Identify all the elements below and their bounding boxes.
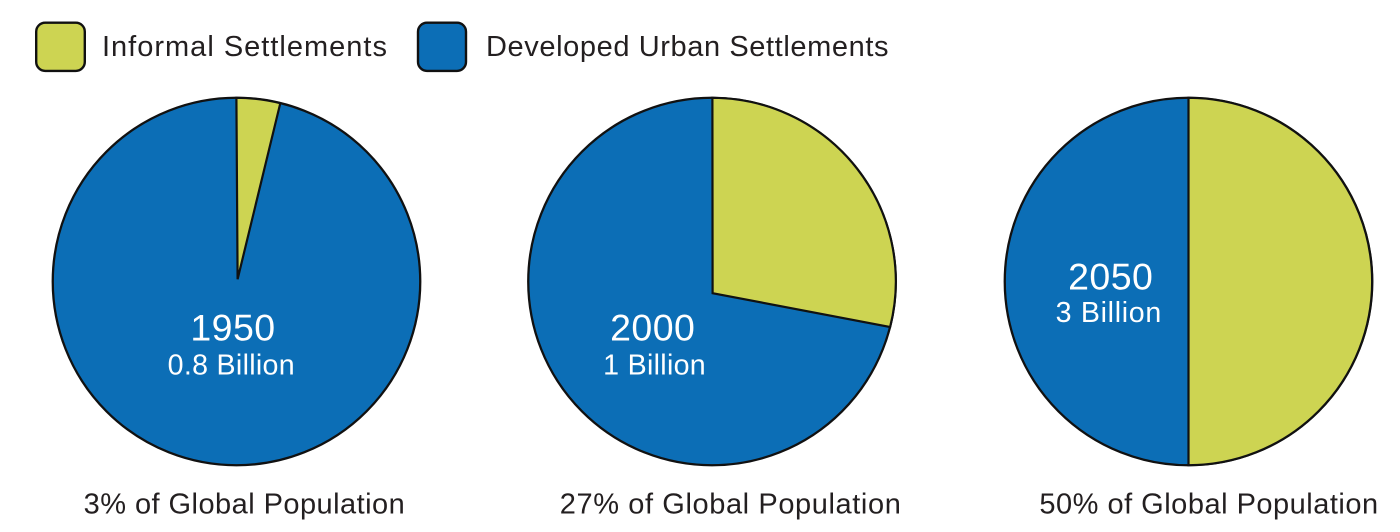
svg-text:2050: 2050 — [1068, 255, 1153, 297]
svg-text:Developed Urban Settlements: Developed Urban Settlements — [486, 31, 889, 63]
svg-text:1950: 1950 — [190, 306, 275, 348]
svg-text:Informal Settlements: Informal Settlements — [102, 31, 388, 63]
svg-text:3% of Global Population: 3% of Global Population — [84, 489, 406, 521]
svg-text:3 Billion: 3 Billion — [1056, 297, 1162, 329]
svg-text:1 Billion: 1 Billion — [603, 350, 706, 382]
svg-text:2000: 2000 — [610, 306, 695, 348]
svg-text:0.8 Billion: 0.8 Billion — [168, 350, 295, 382]
svg-text:27% of Global Population: 27% of Global Population — [560, 489, 902, 521]
svg-text:50% of Global Population: 50% of Global Population — [1039, 489, 1378, 521]
